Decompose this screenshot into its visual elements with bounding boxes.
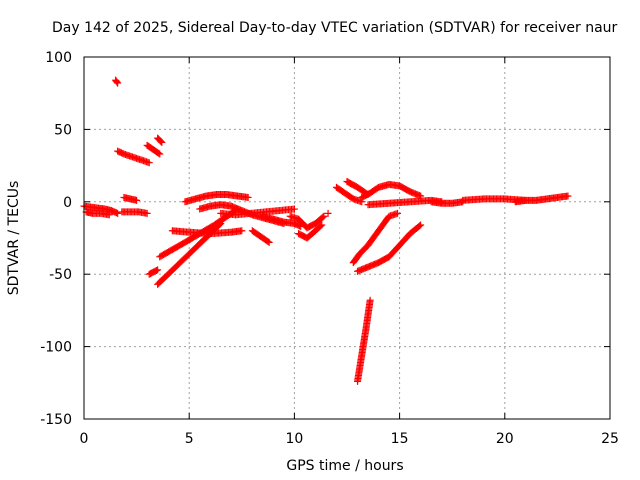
y-tick-label: -50 [49, 267, 72, 283]
series-arc-08 [154, 134, 166, 146]
series-arc-18 [286, 212, 328, 232]
data-point [113, 78, 121, 86]
series-arc-25 [354, 296, 374, 385]
data-point [156, 150, 164, 158]
x-tick-label: 25 [601, 431, 619, 447]
chart-title: Day 142 of 2025, Sidereal Day-to-day VTE… [52, 20, 618, 36]
data-point [154, 266, 162, 274]
data-point [152, 266, 160, 274]
y-tick-label: 100 [45, 50, 72, 66]
series-arc-09 [145, 266, 162, 278]
data-point [416, 222, 424, 230]
data-point [143, 209, 151, 217]
series-arc-03 [112, 76, 122, 87]
data-point [145, 159, 153, 167]
series-arc-05 [120, 193, 141, 204]
plot-frame [83, 56, 611, 420]
x-axis-label: GPS time / hours [286, 458, 403, 474]
data-point [265, 238, 273, 246]
y-tick-label: 50 [54, 122, 72, 138]
series-arc-12 [168, 227, 246, 238]
data-point [105, 211, 113, 219]
series-arc-20 [324, 209, 332, 217]
x-tick-label: 15 [391, 431, 409, 447]
x-tick-label: 20 [496, 431, 514, 447]
data-point [417, 221, 425, 229]
data-point [417, 192, 425, 200]
y-tick-label: 0 [63, 195, 72, 211]
data-point [264, 238, 272, 246]
series-arc-30 [511, 192, 572, 206]
data-point [155, 149, 163, 157]
data-point [319, 213, 327, 221]
data-point [564, 192, 572, 200]
data-point [324, 209, 332, 217]
series-arc-28 [427, 198, 467, 207]
series-arc-13 [181, 191, 252, 206]
tick-layer: 0 5 10 15 20 25 -150 -100 -50 0 50 100 [40, 50, 619, 447]
data-point [354, 377, 362, 385]
series-arc-06 [118, 208, 151, 217]
data-point [157, 138, 165, 146]
data-point [114, 79, 122, 87]
series-arc-24 [354, 221, 425, 275]
data-point [318, 221, 326, 229]
y-tick-label: -100 [40, 340, 72, 356]
series-arc-19 [295, 221, 326, 242]
data-point [158, 138, 166, 146]
data-point [320, 212, 328, 220]
y-axis-label: SDTVAR / TECUs [6, 181, 22, 296]
series-arc-21 [332, 183, 366, 206]
x-tick-label: 10 [285, 431, 303, 447]
series-arc-23 [349, 209, 401, 267]
data-point [317, 222, 325, 230]
x-tick-label: 0 [80, 431, 89, 447]
data-point [114, 209, 122, 217]
series-arc-02 [82, 208, 113, 219]
data-point [393, 209, 401, 217]
data-point [133, 196, 141, 204]
data-point [244, 193, 252, 201]
series-arc-04 [114, 147, 153, 167]
series-arc-07 [143, 141, 164, 158]
y-tick-label: -150 [40, 412, 72, 428]
data-points-layer [80, 76, 572, 385]
series-arc-26 [358, 180, 425, 201]
series-arc-01 [80, 202, 122, 217]
series-arc-16 [248, 227, 273, 246]
x-tick-label: 5 [185, 431, 194, 447]
data-point [290, 205, 298, 213]
data-point [238, 227, 246, 235]
series-arc-15 [217, 205, 298, 219]
